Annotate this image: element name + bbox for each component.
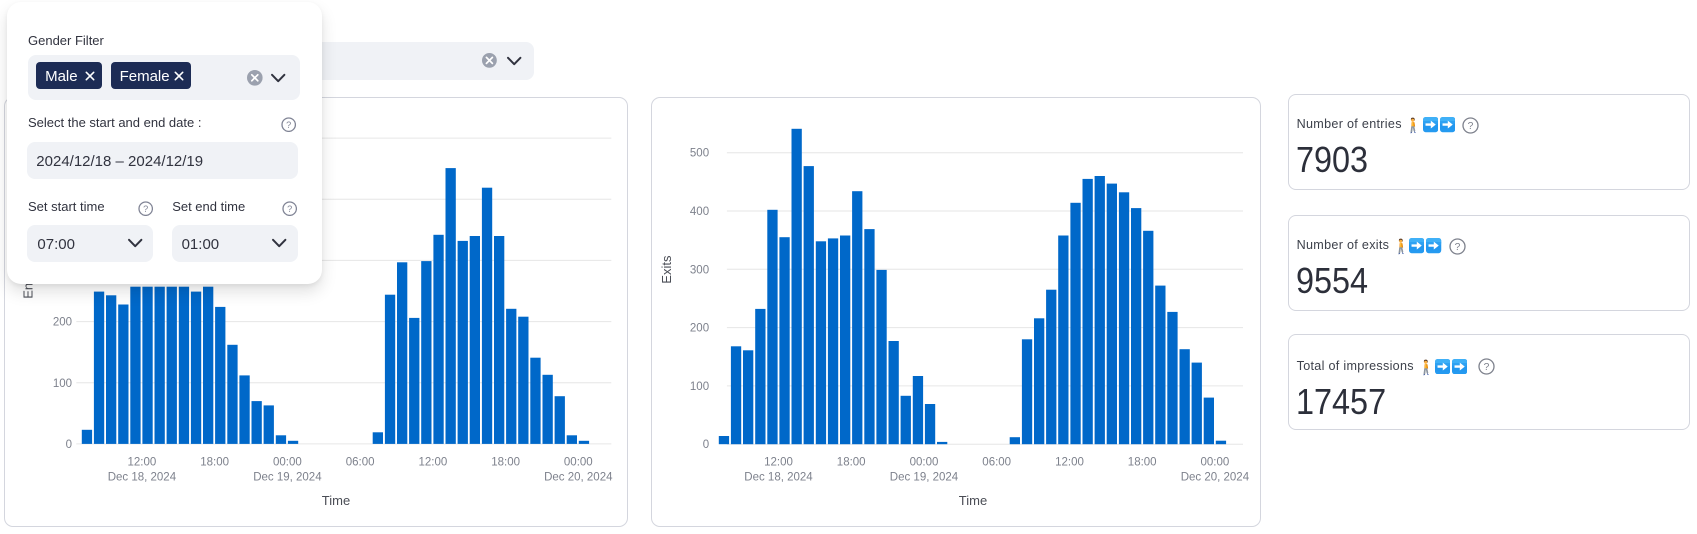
svg-text:400: 400 xyxy=(690,206,709,218)
svg-text:18:00: 18:00 xyxy=(200,456,229,468)
svg-text:06:00: 06:00 xyxy=(346,456,375,468)
svg-text:12:00: 12:00 xyxy=(128,456,157,468)
svg-text:Dec 18, 2024: Dec 18, 2024 xyxy=(744,471,813,483)
svg-text:18:00: 18:00 xyxy=(1128,456,1157,468)
svg-text:18:00: 18:00 xyxy=(837,456,866,468)
svg-text:Dec 19, 2024: Dec 19, 2024 xyxy=(253,471,322,483)
svg-text:Time: Time xyxy=(322,493,350,508)
svg-text:06:00: 06:00 xyxy=(982,456,1011,468)
svg-text:00:00: 00:00 xyxy=(564,456,593,468)
svg-text:12:00: 12:00 xyxy=(1055,456,1084,468)
svg-text:300: 300 xyxy=(690,264,709,276)
svg-text:00:00: 00:00 xyxy=(1201,456,1230,468)
svg-text:?: ? xyxy=(1484,362,1490,373)
svg-text:200: 200 xyxy=(690,323,709,335)
svg-text:12:00: 12:00 xyxy=(764,456,793,468)
svg-text:100: 100 xyxy=(690,381,709,393)
svg-text:0: 0 xyxy=(66,439,72,451)
svg-text:?: ? xyxy=(1455,241,1461,252)
svg-text:500: 500 xyxy=(690,148,709,160)
svg-text:100: 100 xyxy=(53,378,72,390)
svg-text:200: 200 xyxy=(53,317,72,329)
svg-text:18:00: 18:00 xyxy=(491,456,520,468)
svg-text:12:00: 12:00 xyxy=(419,456,448,468)
svg-text:Time: Time xyxy=(959,493,987,508)
svg-text:00:00: 00:00 xyxy=(910,456,939,468)
svg-text:Exits: Exits xyxy=(659,255,674,284)
svg-text:Dec 19, 2024: Dec 19, 2024 xyxy=(890,471,959,483)
svg-text:00:00: 00:00 xyxy=(273,456,302,468)
svg-text:0: 0 xyxy=(703,439,709,451)
svg-text:Dec 20, 2024: Dec 20, 2024 xyxy=(1181,471,1250,483)
svg-text:Dec 20, 2024: Dec 20, 2024 xyxy=(544,471,613,483)
svg-text:Dec 18, 2024: Dec 18, 2024 xyxy=(108,471,177,483)
svg-text:?: ? xyxy=(1467,120,1473,131)
